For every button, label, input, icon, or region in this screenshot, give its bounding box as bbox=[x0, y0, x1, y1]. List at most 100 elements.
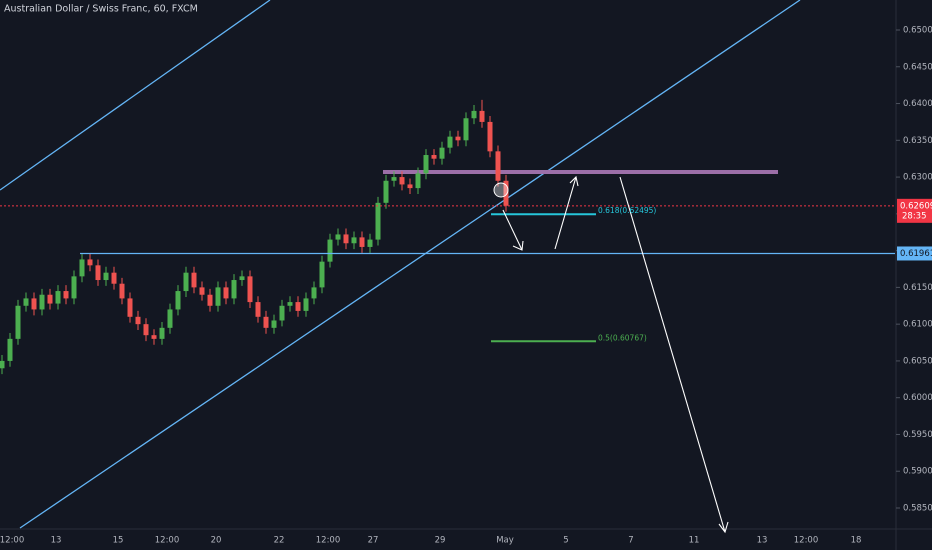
arrowhead bbox=[718, 521, 729, 534]
x-tick-label: 12:00 bbox=[316, 536, 341, 546]
level-label-box bbox=[897, 246, 932, 261]
candle-body bbox=[159, 327, 165, 339]
candle-body bbox=[487, 121, 493, 152]
x-tick-label: 20 bbox=[211, 536, 222, 546]
candle-body bbox=[63, 291, 69, 299]
candle-body bbox=[279, 305, 285, 321]
candle-body bbox=[135, 316, 141, 325]
projection-arrows bbox=[502, 175, 729, 534]
candle-body bbox=[143, 324, 149, 336]
x-tick-label: 5 bbox=[563, 536, 568, 546]
candle-body bbox=[463, 118, 469, 141]
annotations bbox=[493, 175, 729, 534]
candle-body bbox=[55, 291, 61, 304]
candle-body bbox=[223, 287, 229, 299]
touch-marker bbox=[493, 182, 509, 198]
candle-body bbox=[87, 259, 93, 266]
candle-body bbox=[167, 309, 173, 328]
price-label: 0.62609 bbox=[900, 201, 932, 211]
candle-body bbox=[479, 110, 485, 122]
chart-title: Australian Dollar / Swiss Franc, 60, FXC… bbox=[4, 4, 198, 15]
candle-body bbox=[71, 276, 77, 299]
price-label-box bbox=[897, 198, 932, 223]
arrowhead bbox=[569, 175, 579, 187]
candle-body bbox=[439, 147, 445, 159]
candle-body bbox=[407, 184, 413, 189]
candle-body bbox=[303, 298, 309, 311]
candle-body bbox=[215, 287, 221, 306]
x-tick-label: 27 bbox=[368, 536, 379, 546]
candle-body bbox=[455, 136, 461, 141]
x-tick-label: 13 bbox=[757, 536, 768, 546]
candle-body bbox=[95, 265, 101, 281]
candle-body bbox=[103, 272, 109, 281]
candle-body bbox=[359, 237, 365, 247]
candle-body bbox=[231, 280, 237, 299]
plot bbox=[0, 0, 895, 529]
x-tick-label: 22 bbox=[274, 536, 285, 546]
x-tick-label: May bbox=[496, 536, 514, 546]
x-tick-label: 7 bbox=[628, 536, 633, 546]
fib-label: 0.5(0.60767) bbox=[598, 333, 647, 342]
x-tick-label: 15 bbox=[113, 536, 124, 546]
x-tick-label: 13 bbox=[51, 536, 62, 546]
x-tick-label: 18 bbox=[851, 536, 862, 546]
candle-body bbox=[295, 302, 301, 311]
candle-body bbox=[79, 259, 85, 277]
candle-body bbox=[191, 272, 197, 288]
x-tick-label: 12:00 bbox=[0, 536, 24, 546]
x-tick-label: 12:00 bbox=[155, 536, 180, 546]
candle-body bbox=[271, 320, 277, 328]
candle-body bbox=[183, 272, 189, 292]
fib-label: 0.618(0.62495) bbox=[598, 206, 656, 215]
candle-body bbox=[47, 294, 53, 304]
candle-body bbox=[23, 298, 29, 306]
candle-body bbox=[383, 180, 389, 203]
candle-body bbox=[199, 287, 205, 295]
arrowhead bbox=[512, 240, 524, 251]
candle-body bbox=[287, 302, 293, 306]
candle-body bbox=[495, 151, 501, 181]
x-tick-label: 29 bbox=[435, 536, 446, 546]
candle-body bbox=[111, 272, 117, 284]
arrow bbox=[502, 209, 523, 251]
candle-body bbox=[351, 237, 357, 244]
y-tick-label: 0.58500 bbox=[903, 503, 932, 513]
candle-body bbox=[119, 283, 125, 299]
candle-body bbox=[367, 239, 373, 247]
candle-body bbox=[423, 155, 429, 174]
candle-body bbox=[127, 298, 133, 317]
level-label: 0.61961 bbox=[900, 249, 932, 259]
candle-body bbox=[447, 136, 453, 148]
candle-body bbox=[415, 173, 421, 189]
candle-body bbox=[151, 335, 157, 339]
candle-body bbox=[431, 155, 437, 159]
candle-body bbox=[207, 294, 213, 306]
candle-body bbox=[31, 298, 37, 310]
candle-body bbox=[327, 239, 333, 262]
x-tick-label: 12:00 bbox=[794, 536, 819, 546]
candle-body bbox=[7, 338, 13, 361]
candle-body bbox=[399, 177, 405, 185]
trend-line bbox=[19, 0, 801, 529]
candle-body bbox=[39, 294, 45, 310]
arrow bbox=[619, 176, 726, 533]
candle-body bbox=[503, 180, 509, 206]
candle-body bbox=[343, 234, 349, 244]
candle-body bbox=[471, 110, 477, 119]
candle-body bbox=[239, 276, 245, 281]
candle-body bbox=[319, 261, 325, 288]
candle-body bbox=[15, 305, 21, 339]
